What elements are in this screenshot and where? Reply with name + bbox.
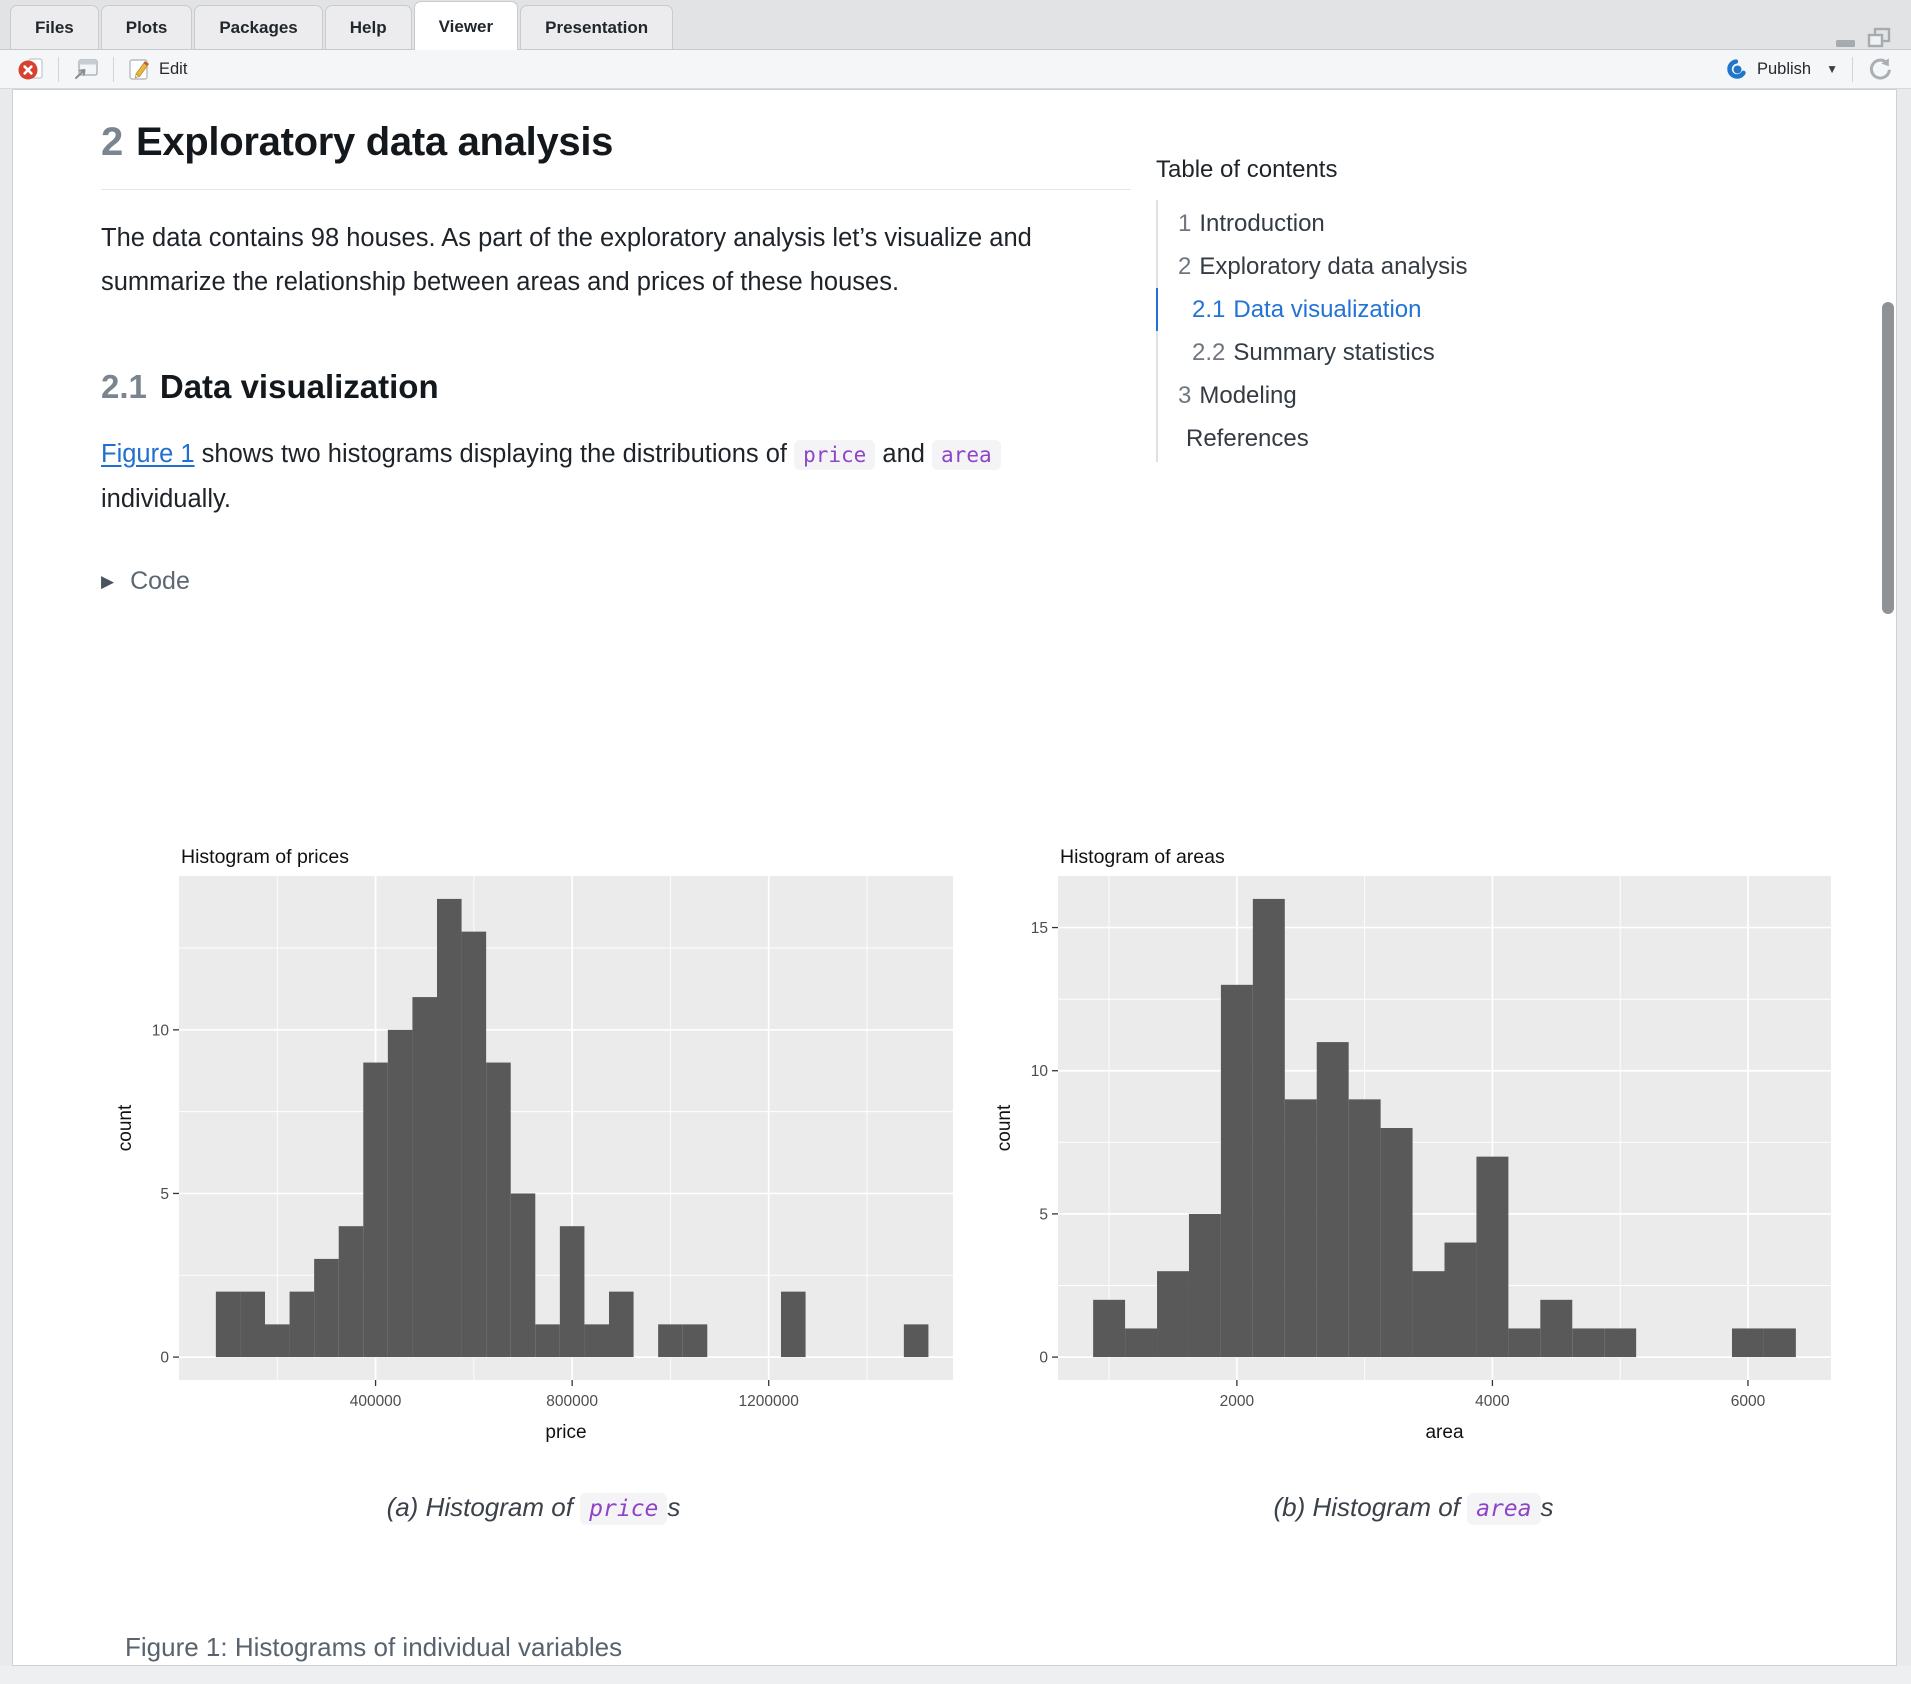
tab-viewer[interactable]: Viewer <box>413 1 519 50</box>
pane-bottom-edge <box>0 1666 1911 1684</box>
code-fold-toggle[interactable]: ▶ Code <box>101 567 1121 596</box>
refresh-icon <box>1869 58 1891 80</box>
area-histogram-chart: 2000 4000 6000 0 5 10 15 area count Histogram of … <box>994 846 1831 1443</box>
publish-button[interactable]: Publish ▼ <box>1721 55 1842 83</box>
figure-1-link[interactable]: Figure 1 <box>101 440 195 468</box>
svg-text:1200000: 1200000 <box>739 1393 800 1410</box>
section-title: Exploratory data analysis <box>135 120 614 164</box>
tab-presentation[interactable]: Presentation <box>520 5 674 49</box>
figure-caption: Figure 1: Histograms of individual varia… <box>125 1632 623 1662</box>
toolbar-separator <box>1852 56 1853 82</box>
toc-list: 1 Introduction 2 Exploratory data analysis… <box>1156 200 1486 462</box>
chevron-down-icon: ▼ <box>1826 62 1838 76</box>
area-code-span: area <box>1467 1493 1541 1525</box>
subcaption-a: (a) Histogram of price s <box>101 1492 966 1525</box>
pop-out-button[interactable] <box>69 55 103 83</box>
svg-text:10: 10 <box>152 1022 170 1039</box>
viewer-toolbar: Edit Publish ▼ <box>0 50 1911 89</box>
toc-item-exploratory-data-analysis[interactable]: 2 Exploratory data analysis <box>1178 253 1468 280</box>
svg-text:2000: 2000 <box>1220 1393 1255 1410</box>
svg-text:400000: 400000 <box>350 1393 402 1410</box>
area-histogram-figure: 2000 4000 6000 0 5 10 15 area count Histogram of … <box>991 830 1836 1525</box>
toolbar-separator <box>58 56 59 82</box>
disclosure-triangle-icon: ▶ <box>101 571 115 591</box>
toc-item-data-visualization[interactable]: 2.1 Data visualization <box>1156 288 1486 331</box>
tab-plots[interactable]: Plots <box>100 5 193 49</box>
intro-paragraph: The data contains 98 houses. As part of … <box>101 224 1032 296</box>
price-code-span: price <box>580 1493 668 1525</box>
figure-reference-paragraph: Figure 1 shows two histograms displaying… <box>101 432 1096 521</box>
svg-text:area: area <box>1425 1422 1463 1443</box>
stop-button[interactable] <box>14 55 48 83</box>
svg-text:5: 5 <box>1039 1206 1048 1223</box>
tab-files[interactable]: Files <box>10 5 99 49</box>
toc-title: Table of contents <box>1156 156 1338 183</box>
toc-item-modeling[interactable]: 3 Modeling <box>1178 382 1297 409</box>
pane-tab-bar: Files Plots Packages Help Viewer Present… <box>0 0 1911 50</box>
stop-icon <box>18 58 43 80</box>
toolbar-separator <box>113 56 114 82</box>
subcaption-b: (b) Histogram of area s <box>991 1492 1836 1525</box>
code-fold-label: Code <box>130 567 190 595</box>
edit-pencil-icon <box>129 59 150 80</box>
svg-text:count: count <box>994 1104 1015 1151</box>
svg-text:0: 0 <box>1039 1350 1048 1367</box>
toc-item-introduction[interactable]: 1 Introduction <box>1178 210 1325 237</box>
svg-text:Histogram of areas: Histogram of areas <box>1060 846 1225 868</box>
minimize-icon[interactable] <box>1834 28 1858 55</box>
subsection-title: 2.1 Data visualization <box>101 368 439 405</box>
svg-text:15: 15 <box>1031 920 1048 937</box>
pop-out-window-icon <box>75 59 98 79</box>
tab-help[interactable]: Help <box>324 5 412 49</box>
section-number: 2 <box>101 120 123 164</box>
edit-label: Edit <box>159 59 188 78</box>
toc-item-summary-statistics[interactable]: 2.2 Summary statistics <box>1192 339 1435 366</box>
page-title: 2 Exploratory data analysis <box>101 120 1121 165</box>
heading-rule <box>101 189 1131 190</box>
svg-text:count: count <box>115 1104 136 1151</box>
publish-label: Publish <box>1756 59 1812 78</box>
svg-text:800000: 800000 <box>546 1393 598 1410</box>
tab-packages[interactable]: Packages <box>194 5 323 49</box>
svg-text:5: 5 <box>160 1186 169 1203</box>
subsection-number: 2.1 <box>101 368 147 405</box>
svg-text:4000: 4000 <box>1475 1393 1510 1410</box>
svg-text:Histogram of prices: Histogram of prices <box>181 846 349 868</box>
window-controls <box>1834 26 1893 57</box>
refresh-button[interactable] <box>1863 54 1897 84</box>
toc-item-references[interactable]: References <box>1186 425 1309 452</box>
figure-1: 400000 800000 1200000 0 5 10 price count Histogr… <box>101 830 1836 1525</box>
svg-text:0: 0 <box>160 1350 169 1367</box>
restore-icon[interactable] <box>1866 26 1893 57</box>
price-histogram-chart: 400000 800000 1200000 0 5 10 price count Histogr… <box>115 846 953 1443</box>
area-code-span: area <box>932 440 1001 470</box>
svg-text:10: 10 <box>1031 1063 1049 1080</box>
price-code-span: price <box>794 440 876 470</box>
svg-text:6000: 6000 <box>1731 1393 1766 1410</box>
price-histogram-figure: 400000 800000 1200000 0 5 10 price count Histogr… <box>101 830 966 1525</box>
scrollbar-thumb[interactable] <box>1882 302 1894 614</box>
edit-button[interactable]: Edit <box>124 55 191 83</box>
table-of-contents: Table of contents 1 Introduction 2 Explora… <box>1156 156 1486 462</box>
viewer-content: 2 Exploratory data analysis The data cont… <box>12 89 1897 1666</box>
code-fold-details: ▶ Code <box>101 567 1121 596</box>
svg-text:price: price <box>545 1422 586 1443</box>
publish-icon <box>1727 59 1747 79</box>
